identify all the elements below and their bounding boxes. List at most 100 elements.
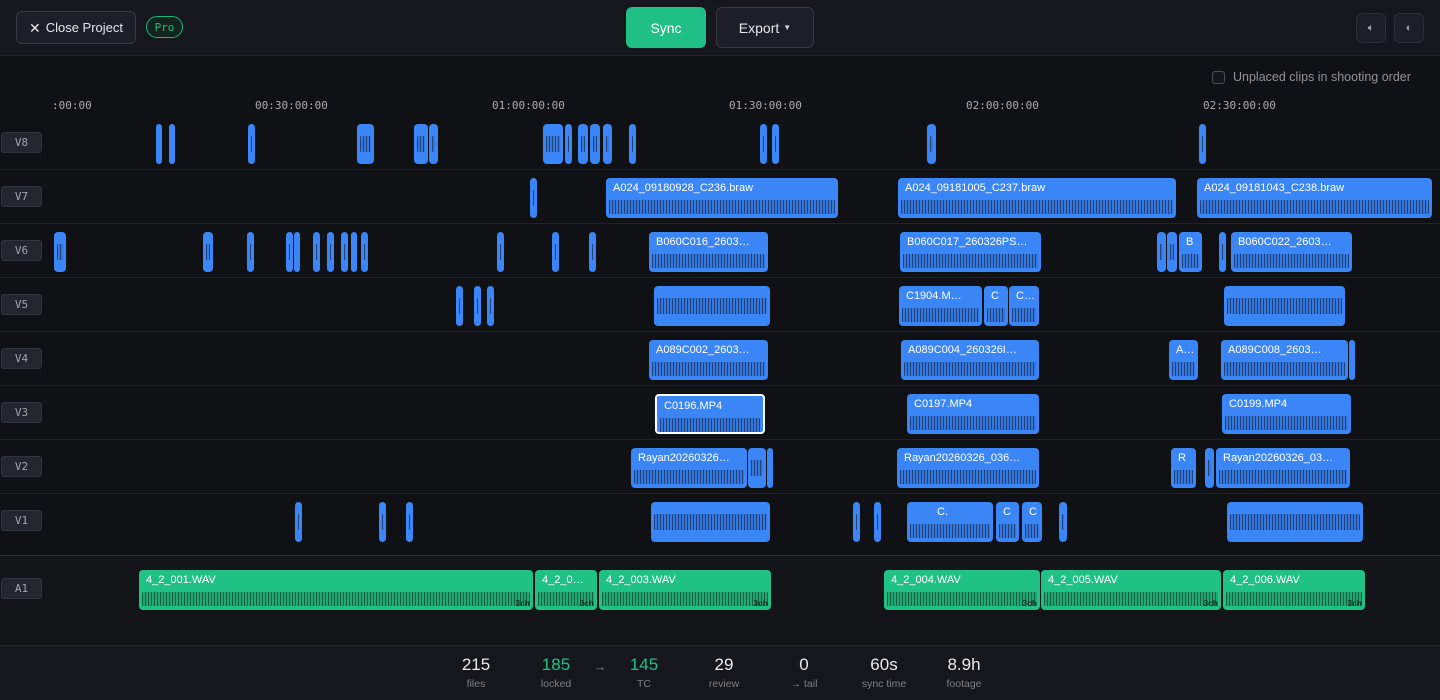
- video-clip[interactable]: [603, 124, 612, 164]
- video-clip[interactable]: [543, 124, 563, 164]
- video-clip[interactable]: A089C002_2603…: [649, 340, 768, 380]
- video-clip[interactable]: [414, 124, 428, 164]
- track-label-v3[interactable]: V3: [1, 402, 42, 423]
- video-clip[interactable]: B060C022_2603…: [1231, 232, 1352, 272]
- track-label-v6[interactable]: V6: [1, 240, 42, 261]
- audio-clip[interactable]: 4_2_006.WAV 3ch: [1223, 570, 1365, 610]
- video-clip[interactable]: [286, 232, 293, 272]
- video-clip[interactable]: A024_09181005_C237.braw: [898, 178, 1176, 218]
- audio-clip[interactable]: 4_2_004.WAV 3ch: [884, 570, 1040, 610]
- video-clip[interactable]: [629, 124, 636, 164]
- audio-clip[interactable]: 4_2_001.WAV 3ch: [139, 570, 533, 610]
- video-clip[interactable]: [1205, 448, 1214, 488]
- video-clip[interactable]: [552, 232, 559, 272]
- clip-name: R: [1178, 452, 1186, 464]
- track-label-v1[interactable]: V1: [1, 510, 42, 531]
- video-clip[interactable]: [772, 124, 779, 164]
- unplaced-clips-toggle[interactable]: Unplaced clips in shooting order: [1212, 70, 1411, 84]
- video-clip[interactable]: A089C004_260326I…: [901, 340, 1039, 380]
- video-clip[interactable]: [853, 502, 860, 542]
- video-clip[interactable]: [1224, 286, 1345, 326]
- video-clip[interactable]: C0197.MP4: [907, 394, 1039, 434]
- video-clip[interactable]: A…: [1169, 340, 1198, 380]
- video-clip[interactable]: [406, 502, 413, 542]
- track-label-a1[interactable]: A1: [1, 578, 42, 599]
- video-clip[interactable]: [654, 286, 770, 326]
- video-clip[interactable]: [589, 232, 596, 272]
- video-clip[interactable]: [361, 232, 368, 272]
- video-clip[interactable]: [651, 502, 770, 542]
- volume-button[interactable]: 🔈︎: [1356, 13, 1386, 43]
- video-clip[interactable]: [497, 232, 504, 272]
- video-clip[interactable]: [1167, 232, 1177, 272]
- video-clip[interactable]: C.: [907, 502, 993, 542]
- video-clip[interactable]: [341, 232, 348, 272]
- video-clip[interactable]: A024_09180928_C236.braw: [606, 178, 838, 218]
- video-clip[interactable]: [927, 124, 936, 164]
- video-clip[interactable]: [748, 448, 766, 488]
- audio-clip[interactable]: 4_2_0… 3ch: [535, 570, 597, 610]
- video-clip[interactable]: [1227, 502, 1363, 542]
- video-clip[interactable]: [1219, 232, 1226, 272]
- video-clip[interactable]: C…: [1009, 286, 1039, 326]
- video-clip[interactable]: [247, 232, 254, 272]
- video-clip-selected[interactable]: C0196.MP4: [655, 394, 765, 434]
- video-clip[interactable]: [429, 124, 438, 164]
- track-label-v7[interactable]: V7: [1, 186, 42, 207]
- theme-toggle-button[interactable]: ◐: [1394, 13, 1424, 43]
- unplaced-checkbox[interactable]: [1212, 70, 1225, 84]
- video-clip[interactable]: [54, 232, 66, 272]
- video-clip[interactable]: Rayan20260326_036…: [897, 448, 1039, 488]
- video-clip[interactable]: [248, 124, 255, 164]
- video-clip[interactable]: [767, 448, 773, 488]
- video-clip[interactable]: [565, 124, 572, 164]
- video-clip[interactable]: C1904.M…: [899, 286, 982, 326]
- video-clip[interactable]: [874, 502, 881, 542]
- video-clip[interactable]: C: [1022, 502, 1042, 542]
- track-label-v8[interactable]: V8: [1, 132, 42, 153]
- video-clip[interactable]: Rayan20260326…: [631, 448, 747, 488]
- video-clip[interactable]: [474, 286, 481, 326]
- video-clip[interactable]: [294, 232, 300, 272]
- video-clip[interactable]: B060C017_260326PS…: [900, 232, 1041, 272]
- video-clip[interactable]: [1199, 124, 1206, 164]
- video-clip[interactable]: [169, 124, 175, 164]
- audio-clip[interactable]: 4_2_005.WAV 3ch: [1041, 570, 1221, 610]
- video-clip[interactable]: A024_09181043_C238.braw: [1197, 178, 1432, 218]
- video-clip[interactable]: R: [1171, 448, 1196, 488]
- sync-button[interactable]: Sync: [626, 7, 706, 48]
- stat-label: TC: [637, 678, 651, 690]
- video-clip[interactable]: [530, 178, 537, 218]
- video-clip[interactable]: [156, 124, 162, 164]
- video-clip[interactable]: B060C016_2603…: [649, 232, 768, 272]
- video-clip[interactable]: [760, 124, 767, 164]
- track-label-v5[interactable]: V5: [1, 294, 42, 315]
- video-clip[interactable]: [456, 286, 463, 326]
- video-clip[interactable]: C0199.MP4: [1222, 394, 1351, 434]
- video-clip[interactable]: A089C008_2603…: [1221, 340, 1348, 380]
- video-clip[interactable]: C: [984, 286, 1008, 326]
- track-label-v4[interactable]: V4: [1, 348, 42, 369]
- video-clip[interactable]: [357, 124, 374, 164]
- video-clip[interactable]: [590, 124, 600, 164]
- video-clip[interactable]: [1349, 340, 1355, 380]
- video-clip[interactable]: [351, 232, 357, 272]
- clip-name: 4_2_001.WAV: [146, 574, 216, 586]
- track-label-v2[interactable]: V2: [1, 456, 42, 477]
- video-clip[interactable]: [1157, 232, 1166, 272]
- video-clip[interactable]: [379, 502, 386, 542]
- video-clip[interactable]: [313, 232, 320, 272]
- video-clip[interactable]: [578, 124, 588, 164]
- video-clip[interactable]: [295, 502, 302, 542]
- close-project-button[interactable]: ✕ Close Project: [16, 11, 136, 44]
- video-clip[interactable]: [327, 232, 334, 272]
- video-clip[interactable]: B: [1179, 232, 1202, 272]
- video-clip[interactable]: C: [996, 502, 1019, 542]
- video-clip[interactable]: [487, 286, 494, 326]
- stat-files: 215 files: [462, 655, 490, 690]
- export-button[interactable]: Export ▼: [716, 7, 814, 48]
- video-clip[interactable]: Rayan20260326_03…: [1216, 448, 1350, 488]
- video-clip[interactable]: [203, 232, 213, 272]
- audio-clip[interactable]: 4_2_003.WAV 3ch: [599, 570, 771, 610]
- video-clip[interactable]: [1059, 502, 1067, 542]
